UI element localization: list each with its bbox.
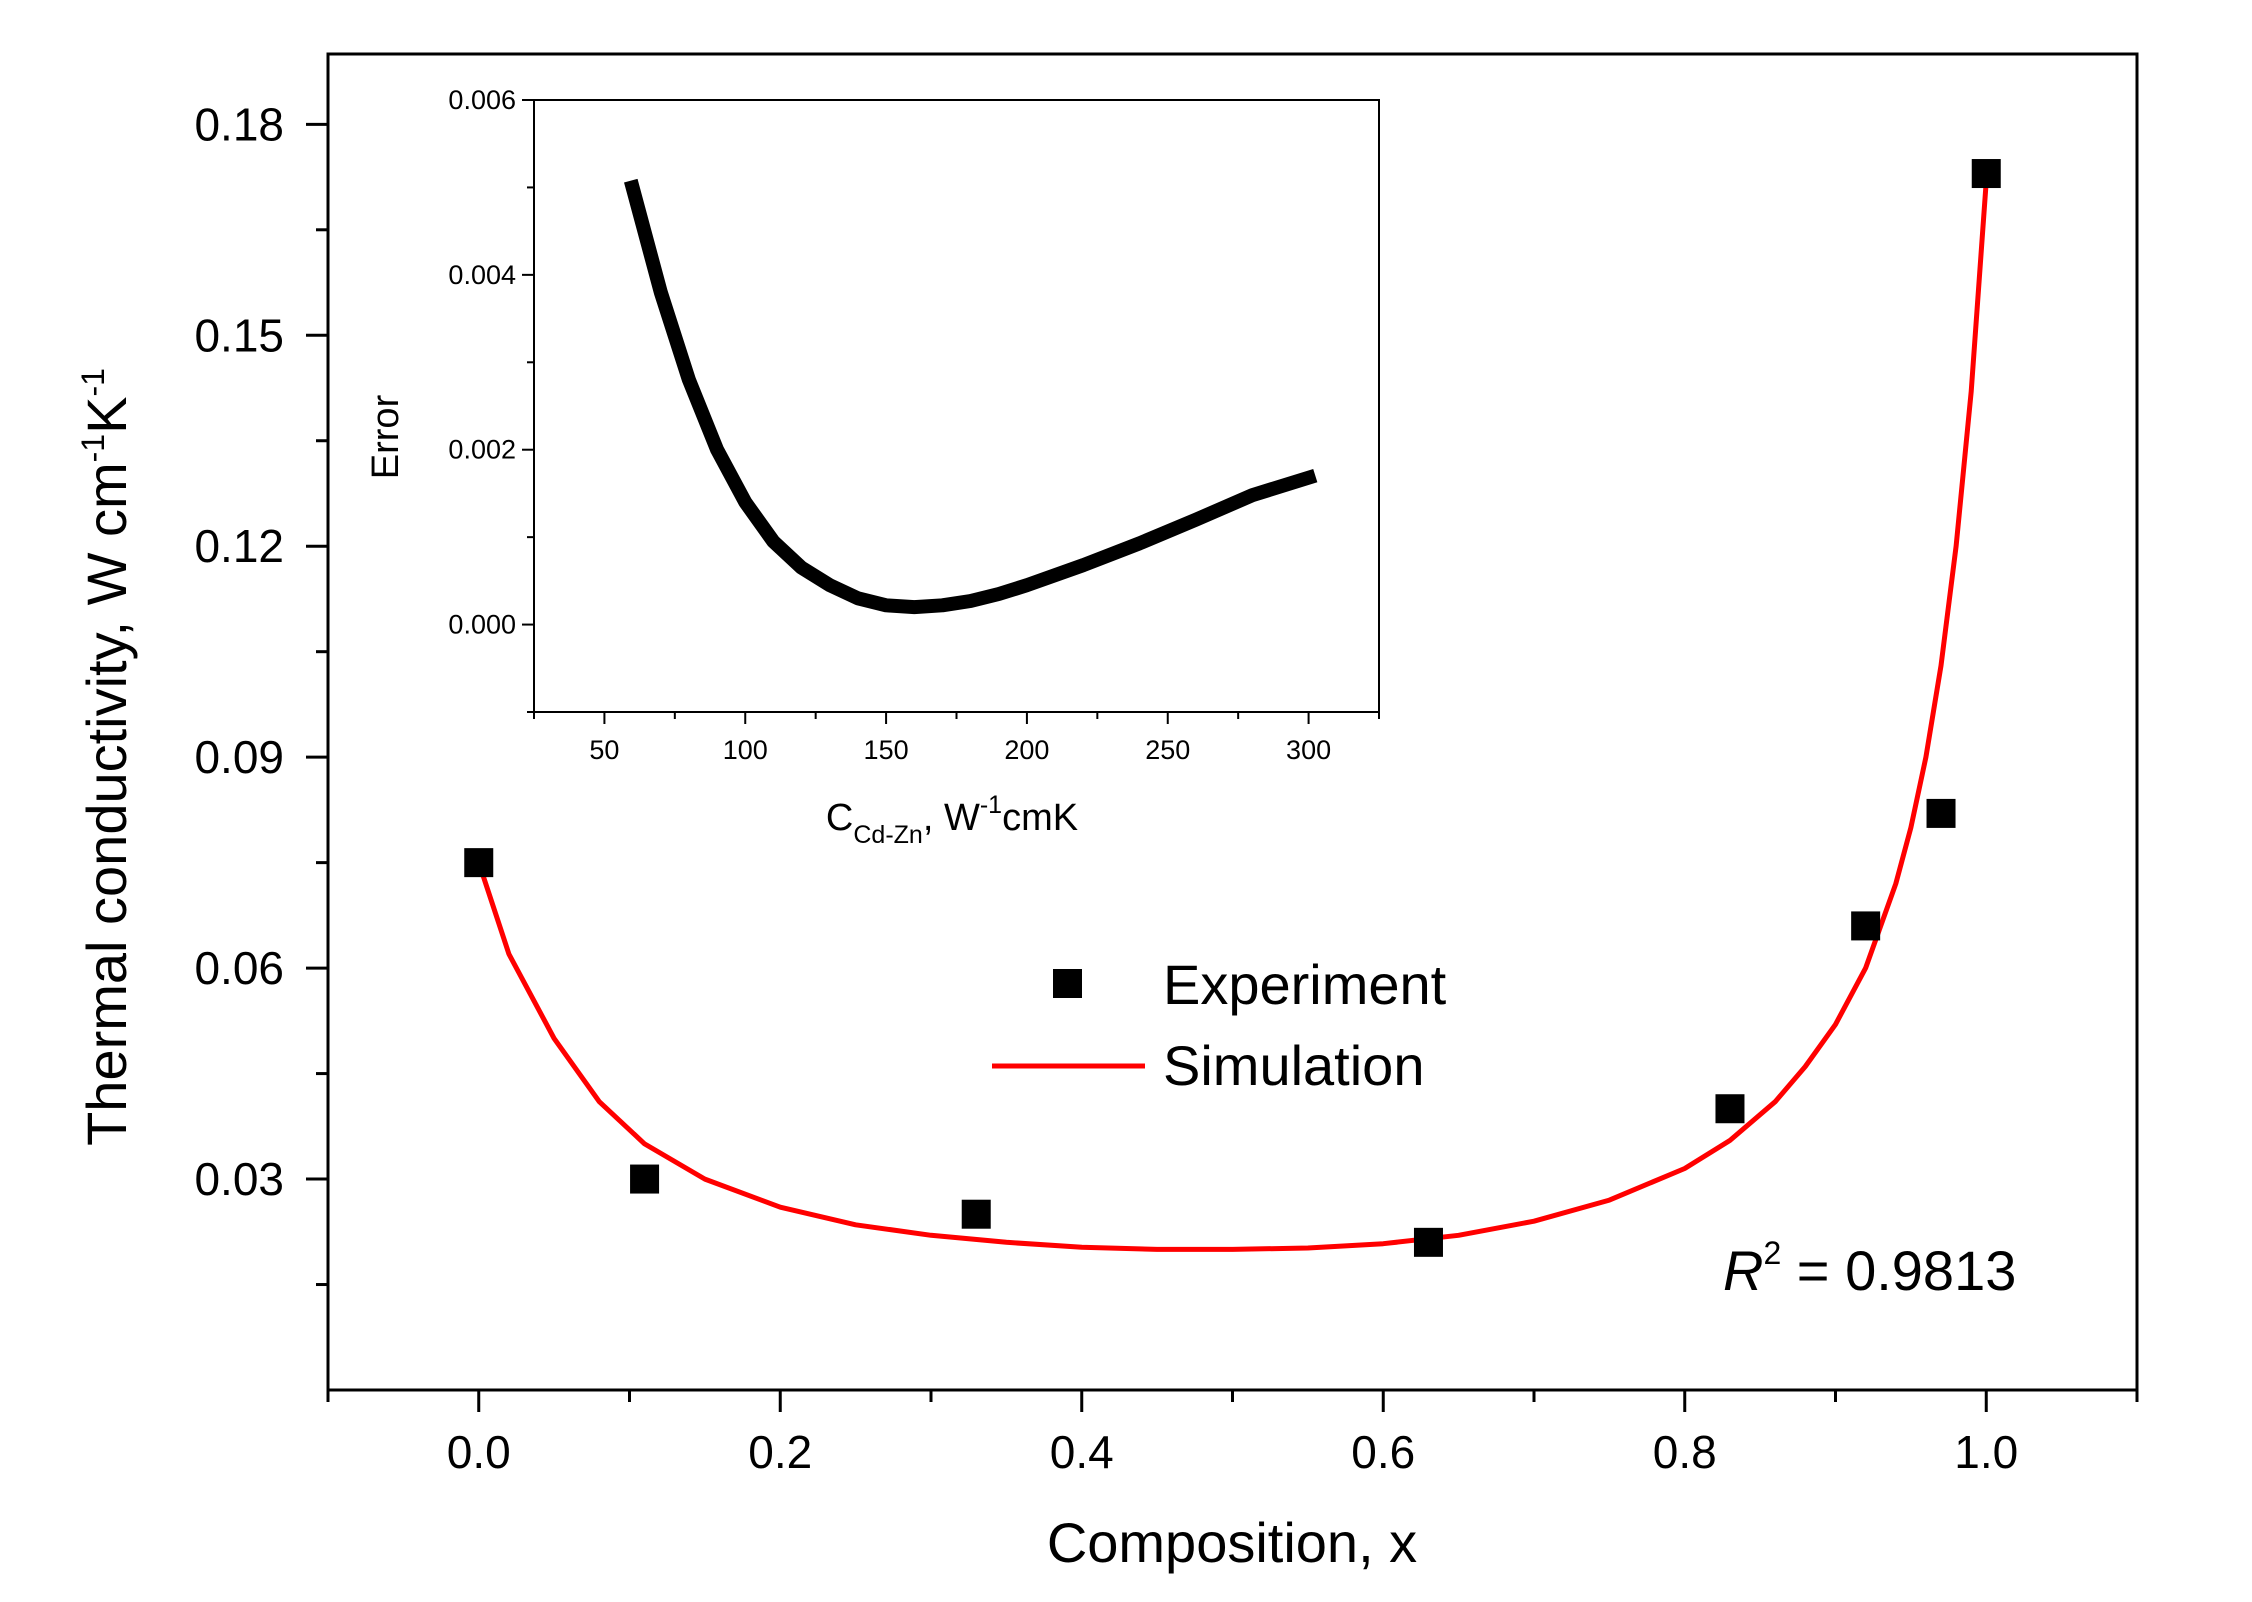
inset-x-tick-label: 150 [864, 735, 909, 765]
experiment-point [1413, 1227, 1443, 1257]
main-x-tick-label: 0.2 [748, 1426, 812, 1478]
inset-x-tick-label: 200 [1004, 735, 1049, 765]
inset-x-tick-label: 100 [723, 735, 768, 765]
inset-x-axis-label: CCd-Zn, W-1cmK [826, 791, 1078, 849]
main-x-tick-label: 0.0 [447, 1426, 511, 1478]
experiment-point [630, 1164, 660, 1194]
experiment-point [1851, 911, 1881, 941]
experiment-point [961, 1199, 991, 1229]
inset-series [624, 178, 1318, 615]
inset-y-tick-label: 0.002 [448, 435, 516, 465]
inset-y-tick-label: 0.000 [448, 610, 516, 640]
experiment-point [1971, 159, 2001, 189]
legend-experiment-label: Experiment [1163, 953, 1447, 1016]
inset-y-axis-ticks: 0.000 0.002 0.004 0.006 [448, 85, 534, 713]
experiment-point [464, 848, 494, 878]
experiment-point [1926, 798, 1956, 828]
r-squared-annotation: R2 = 0.9813 [1723, 1235, 2016, 1302]
inset-x-tick-label: 250 [1145, 735, 1190, 765]
inset-y-axis-label: Error [365, 394, 407, 479]
inset-y-tick-label: 0.004 [448, 260, 516, 290]
main-y-tick-label: 0.06 [194, 942, 284, 994]
main-x-tick-label: 0.8 [1653, 1426, 1717, 1478]
legend: Experiment Simulation [992, 953, 1447, 1097]
inset-x-axis-ticks: 50 100 150 200 250 300 [533, 712, 1380, 765]
experiment-point [1715, 1094, 1745, 1124]
inset-plot-frame [533, 99, 1380, 713]
error-curve [624, 178, 1318, 615]
main-series [464, 159, 2001, 1257]
main-x-axis-ticks: 0.0 0.2 0.4 0.6 0.8 1.0 [326, 1390, 2139, 1478]
inset-x-tick-label: 50 [589, 735, 619, 765]
inset-y-tick-label: 0.006 [448, 85, 516, 115]
main-x-tick-label: 1.0 [1954, 1426, 2018, 1478]
inset-plot: 50 100 150 200 250 300 0.000 0.002 0.004 0.006 E… [365, 85, 1380, 849]
main-plot: 0.0 0.2 0.4 0.6 0.8 1.0 0.030.060.090.120.150… [75, 52, 2139, 1574]
main-y-tick-label: 0.12 [194, 520, 284, 572]
simulation-line [476, 178, 1989, 1252]
main-y-tick-label: 0.18 [194, 98, 284, 150]
main-x-axis-label: Composition, x [1047, 1511, 1417, 1574]
legend-simulation-label: Simulation [1163, 1034, 1424, 1097]
main-y-tick-label: 0.15 [194, 309, 284, 361]
main-y-axis-ticks: 0.03 0.06 0.09 0.12 0.15 0.18 [194, 98, 328, 1287]
main-x-tick-label: 0.4 [1050, 1426, 1114, 1478]
inset-x-tick-label: 300 [1286, 735, 1331, 765]
legend-experiment-marker [1053, 969, 1082, 998]
main-x-tick-label: 0.6 [1351, 1426, 1415, 1478]
main-y-tick-label: 0.09 [194, 731, 284, 783]
main-y-tick-label: 0.03 [194, 1153, 284, 1205]
main-y-axis-label: Thermal conductivity, W cm-1K-1 [75, 368, 138, 1146]
